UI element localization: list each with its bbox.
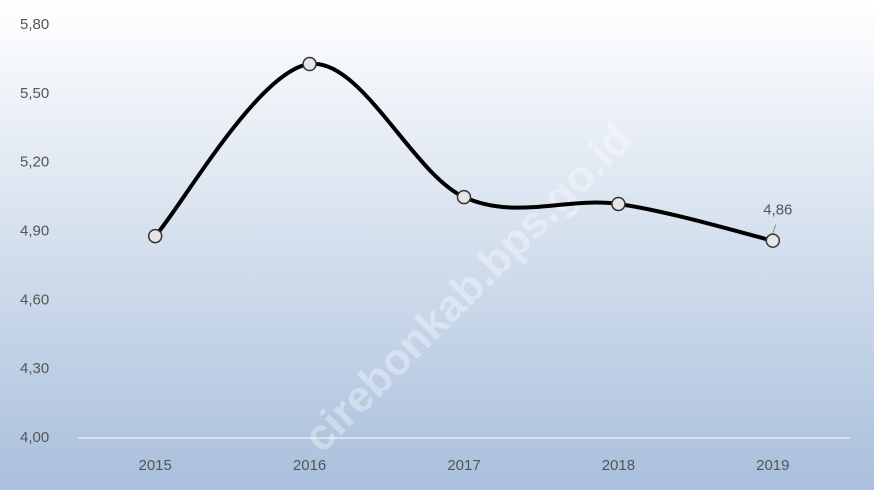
x-tick-label: 2015: [139, 457, 172, 474]
y-tick-label: 4,30: [20, 360, 49, 377]
point: [147, 228, 163, 244]
y-tick-label: 5,80: [20, 16, 49, 33]
label-leader: [772, 224, 777, 233]
y-tick-label: 4,00: [20, 429, 49, 446]
point: [611, 196, 626, 212]
y-tick-label: 5,50: [20, 85, 49, 102]
x-tick-label: 2019: [756, 457, 789, 474]
point: [456, 189, 472, 205]
x-tick-label: 2016: [293, 457, 326, 474]
y-tick-label: 4,90: [20, 222, 49, 239]
line: [153, 61, 774, 243]
point: [765, 233, 781, 248]
y-tick-label: 5,20: [20, 154, 49, 171]
point: [302, 56, 317, 72]
x-tick-label: 2018: [602, 457, 635, 474]
x-tick-label: 2017: [447, 457, 480, 474]
data-label: 4,86: [763, 202, 792, 219]
y-tick-label: 4,60: [20, 291, 49, 308]
